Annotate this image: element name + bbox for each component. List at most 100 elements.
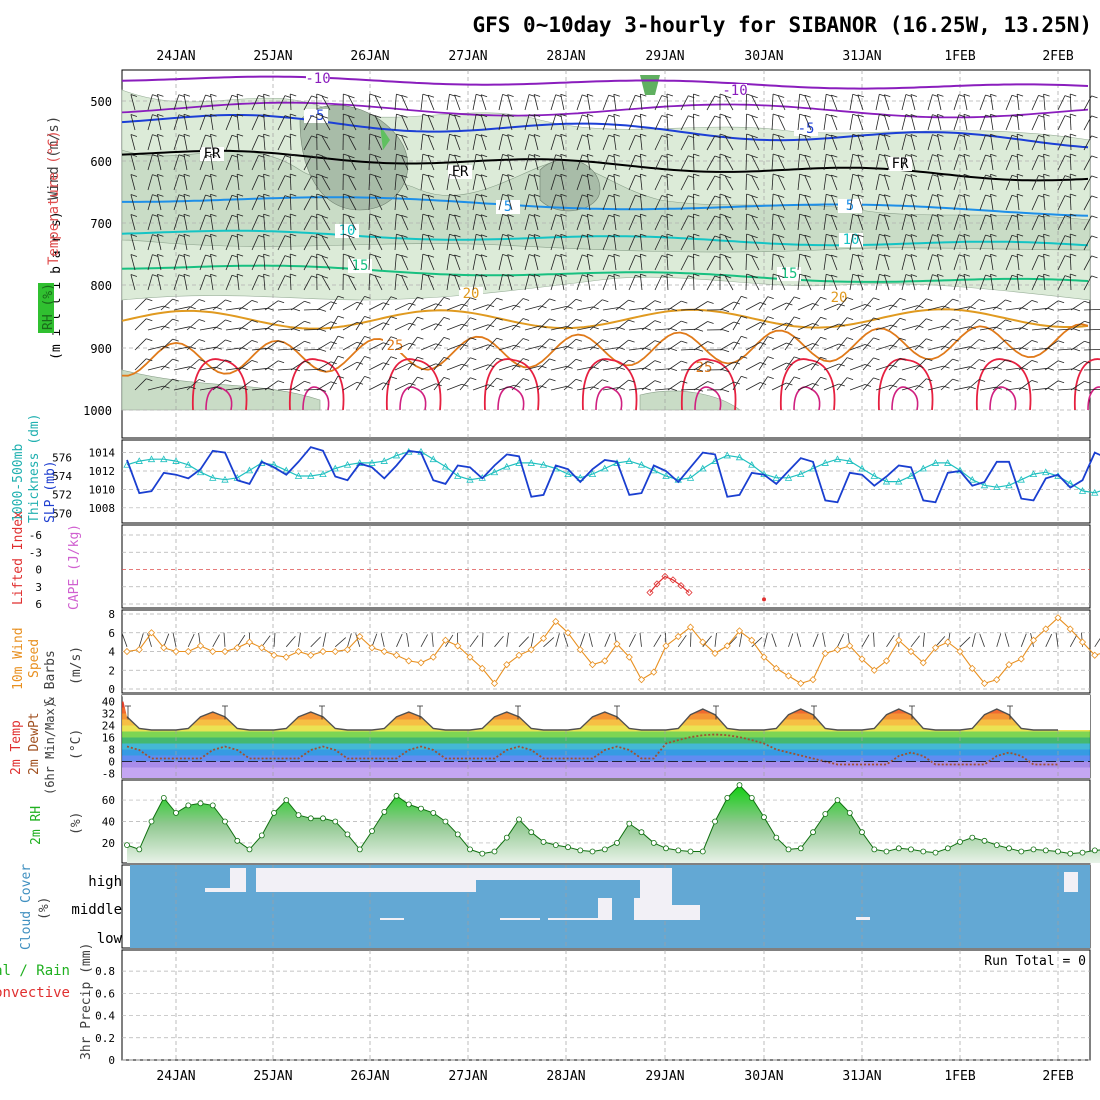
wind-speed-point <box>196 642 205 650</box>
wind-barb <box>446 114 450 131</box>
wind-barb <box>586 114 591 131</box>
wind-barb <box>183 93 191 97</box>
wind-barb <box>1043 214 1046 231</box>
wind-barb <box>277 360 285 364</box>
wind-barb <box>1057 360 1065 364</box>
wind-barb <box>927 385 944 391</box>
wind-barb <box>533 234 539 251</box>
li-tick-label: -3 <box>29 546 42 559</box>
lifted-index-point <box>677 582 685 590</box>
wind-barb <box>739 632 743 647</box>
wind-barb <box>210 173 217 177</box>
wind-barb <box>348 195 357 211</box>
wind-barb <box>528 234 536 237</box>
wind-barb <box>277 308 295 311</box>
wind-barb <box>290 113 297 117</box>
wind-barb <box>420 634 428 648</box>
wind-barb <box>751 95 758 99</box>
wind-barb <box>337 295 345 299</box>
top-date-label: 28JAN <box>546 49 585 64</box>
wind-speed-point <box>1005 661 1013 669</box>
wind-barb <box>681 300 688 304</box>
rh-point <box>565 844 571 851</box>
wind-barb <box>910 114 916 131</box>
wind-barb <box>198 359 206 362</box>
thickness-label-2: Thickness (dm) <box>27 413 42 523</box>
wind-barb <box>640 93 647 97</box>
wind-barb <box>183 94 188 111</box>
wind-barb <box>236 234 240 251</box>
wind-barb <box>420 114 424 131</box>
wind-barb <box>348 235 355 239</box>
wind-barb <box>901 134 907 151</box>
wind-barb <box>628 319 635 323</box>
wind-barb <box>696 388 704 392</box>
wind-barb <box>1043 254 1046 271</box>
wind-barb <box>1069 273 1072 291</box>
wind-barb <box>264 360 279 371</box>
contour-label: 25 <box>387 338 404 354</box>
cloud-level-high: high <box>88 874 122 890</box>
wind-speed-point <box>539 634 548 642</box>
bottom-date-label: 28JAN <box>546 1069 585 1084</box>
cloud-block <box>598 898 612 920</box>
thickness-point <box>343 460 352 468</box>
temperature-contour <box>121 264 1089 283</box>
wind-barb <box>524 194 530 211</box>
wind-barb <box>322 633 327 647</box>
wind-speed-point <box>809 676 817 684</box>
wind-barb <box>1047 327 1055 331</box>
lifted-index-point <box>762 597 766 602</box>
bottom-date-label: 1FEB <box>944 1069 975 1084</box>
wind-barb <box>433 317 445 331</box>
wind-barb <box>979 366 996 371</box>
wind-barb <box>319 329 327 332</box>
wind-barb <box>958 254 966 258</box>
thickness-point <box>147 455 156 463</box>
wind-barb <box>751 235 758 239</box>
wind-barb <box>348 195 355 199</box>
wind-barb <box>1031 367 1048 371</box>
wind-barb <box>342 301 358 311</box>
wind-barb <box>427 174 435 178</box>
wind-barb <box>528 194 536 197</box>
wind-barb <box>215 346 222 350</box>
wind-barb <box>374 115 382 118</box>
wind-barb <box>587 273 594 277</box>
rh-point <box>871 846 878 853</box>
contour-label: -5 <box>798 121 815 137</box>
wind-barb <box>979 254 986 271</box>
wind-barb <box>1016 153 1024 157</box>
wind-speed-point <box>123 647 131 656</box>
wind-barb <box>343 213 350 217</box>
wind-barb <box>771 342 787 351</box>
wind-barb <box>1044 360 1059 371</box>
rh-point <box>124 842 130 848</box>
wind-barb <box>198 379 206 382</box>
wind-barb <box>1057 155 1066 171</box>
wind-barb <box>289 93 292 111</box>
wind-barb <box>446 343 463 351</box>
wind-barb <box>369 273 376 277</box>
wind-barb <box>639 234 643 251</box>
wind-barb <box>696 348 704 352</box>
contour-label-bg <box>348 259 372 273</box>
wind-barb <box>604 633 611 647</box>
wind-speed-point <box>503 661 511 669</box>
wind-barb <box>348 135 357 151</box>
cloud-block <box>640 868 672 920</box>
wind-barb <box>401 135 409 151</box>
wind-barb <box>210 133 217 137</box>
wind-barb <box>771 633 777 647</box>
wind-barb <box>958 134 966 138</box>
wind-barb <box>804 215 812 231</box>
wind-barb <box>693 301 708 311</box>
wind-barb <box>394 214 397 231</box>
thickness-point <box>931 459 940 466</box>
precip-total-label: Total / Rain <box>0 963 70 979</box>
wind-speed-point <box>343 646 352 654</box>
wind-barb <box>343 253 350 257</box>
wind-barb <box>937 94 942 111</box>
wind-barb <box>724 255 734 271</box>
wind-barb <box>433 297 445 311</box>
